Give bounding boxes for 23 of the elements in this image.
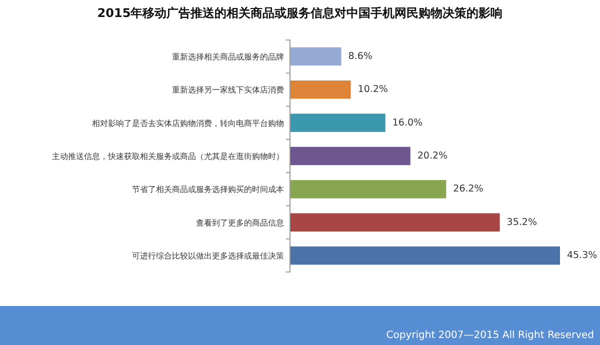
data-label: 45.3% (567, 250, 598, 262)
y-tick-label: 主动推送信息，快速获取相关服务或商品（尤其是在逛街购物时） (52, 151, 284, 161)
bar (290, 80, 351, 99)
data-label: 26.2% (453, 184, 484, 195)
bar (290, 246, 560, 265)
bar (290, 213, 500, 232)
y-tick-label: 重新选择相关商品或服务的品牌 (172, 51, 284, 62)
bar (290, 180, 446, 198)
data-label: 35.2% (506, 216, 537, 228)
text: Copyright 2007—2015 All Right Reserved (386, 330, 594, 341)
data-label: 10.2% (358, 84, 388, 96)
bar (290, 47, 342, 66)
y-tick-label: 查看到了更多的商品信息 (196, 217, 284, 228)
y-tick-label: 可进行综合比较以做出更多选择或最佳决策 (132, 250, 284, 261)
bar (290, 146, 410, 166)
data-label: 8.6% (348, 50, 372, 62)
chart-title: 2015年移动广告推送的相关商品或服务信息对中国手机网民购物决策的影响 (97, 6, 503, 20)
y-tick-label: 节省了相关商品或服务选择购买的时间成本 (132, 184, 284, 194)
y-tick-label: 重新选择另一家线下实体店消费 (172, 84, 284, 95)
data-label: 20.2% (417, 150, 448, 162)
y-tick-label: 相对影响了是否去实体店购物消费，转向电商平台购物 (92, 118, 284, 128)
data-label: 16.0% (392, 117, 423, 128)
bar (290, 114, 386, 132)
